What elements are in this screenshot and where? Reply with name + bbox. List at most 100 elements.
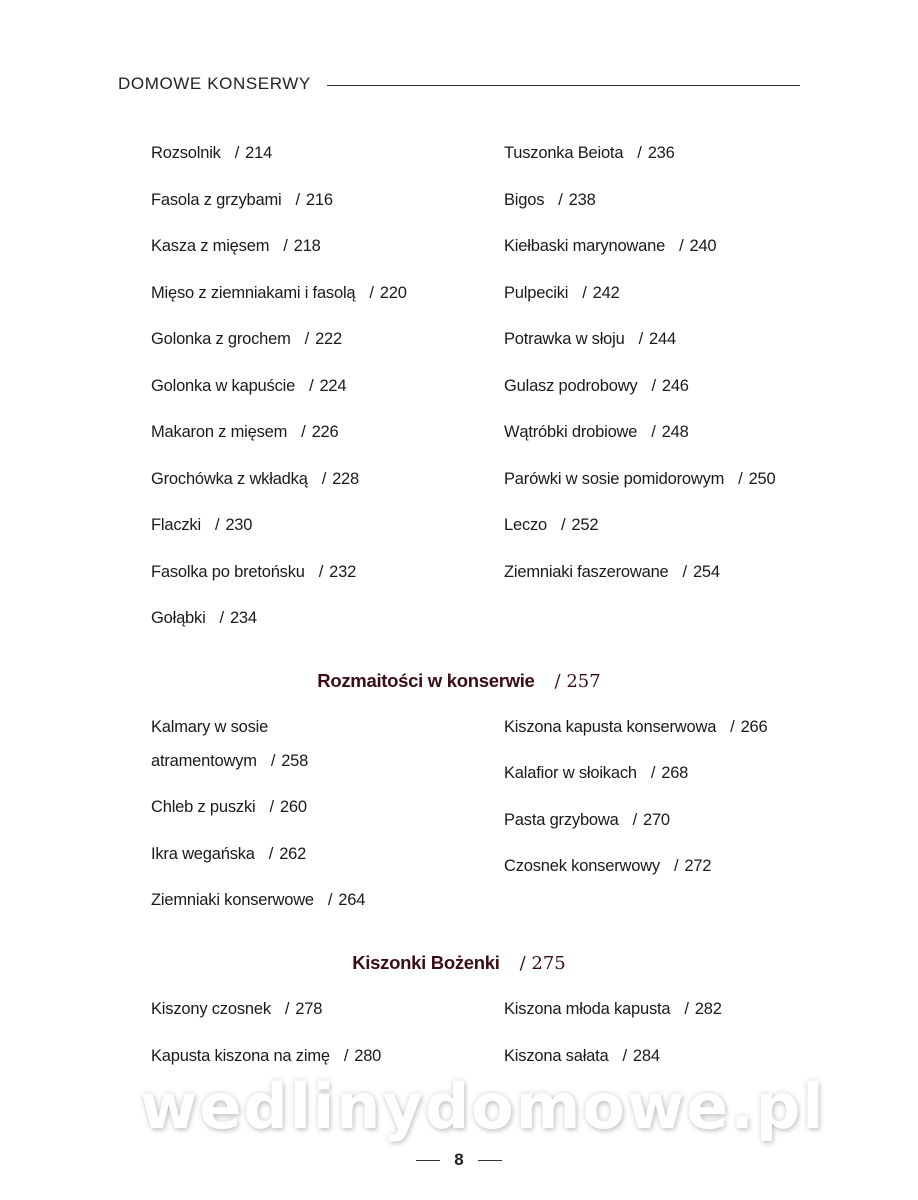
toc-entry: atramentowym/258	[151, 751, 308, 771]
dash-right	[477, 1160, 502, 1162]
entry-page: /228	[321, 469, 360, 488]
entry-page: /284	[622, 1046, 661, 1065]
entry-page: /244	[638, 330, 677, 348]
entry-page-number: 254	[692, 562, 720, 581]
entry-title: Bigos	[504, 190, 545, 209]
entry-page: /252	[561, 516, 599, 534]
entry-page-number: 258	[281, 752, 309, 770]
entry-title: Chleb z puszki	[151, 798, 256, 817]
dash-left	[416, 1160, 441, 1162]
entry-title: Rozsolnik	[151, 144, 221, 162]
entry-page-number: 280	[354, 1046, 382, 1065]
toc-entry: Fasolka po bretońsku/232	[151, 562, 356, 582]
toc-entry: Czosnek konserwowy/272	[504, 856, 711, 876]
entry-page-number: 216	[305, 190, 333, 209]
entry-page-number: 230	[225, 516, 253, 534]
entry-page: /282	[684, 1000, 722, 1018]
entry-title: Golonka z grochem	[151, 330, 291, 348]
entry-page-number: 244	[649, 330, 676, 348]
entry-page-number: 252	[571, 516, 599, 534]
entry-title: Kiszona młoda kapusta	[504, 1000, 671, 1018]
entry-title: Wątróbki drobiowe	[504, 423, 638, 441]
entry-page-number: 246	[661, 376, 689, 395]
section-page: / 257	[554, 671, 601, 692]
toc-entry: Wątróbki drobiowe/248	[504, 422, 689, 442]
entry-page: /254	[682, 562, 721, 581]
entry-title: Gulasz podrobowy	[504, 376, 638, 395]
entry-page-number: 260	[279, 798, 307, 817]
entry-title: Ziemniaki konserwowe	[151, 891, 314, 910]
entry-page: /250	[738, 469, 776, 488]
toc-entry: Kiszona sałata/284	[504, 1046, 660, 1066]
entry-page: /266	[730, 718, 768, 736]
entry-page: /264	[327, 891, 366, 910]
page-number: 8	[0, 1150, 918, 1170]
entry-title: Grochówka z wkładką	[151, 469, 308, 488]
entry-title: Makaron z mięsem	[151, 423, 288, 441]
toc-entry: Kasza z mięsem/218	[151, 236, 321, 256]
entry-title: Tuszonka Beiota	[504, 144, 624, 162]
section-heading-kiszonki: Kiszonki Bożenki / 275	[0, 951, 918, 976]
entry-title: Kiszona sałata	[504, 1046, 609, 1065]
entry-page: /278	[284, 1000, 323, 1018]
entry-page-number: 236	[647, 144, 675, 162]
entry-page-number: 222	[315, 330, 342, 348]
entry-page: /224	[309, 376, 347, 395]
toc-entry: Kapusta kiszona na zimę/280	[151, 1046, 381, 1066]
entry-title: Kasza z mięsem	[151, 237, 270, 255]
entry-page-number: 266	[740, 718, 768, 736]
toc-entry: Fasola z grzybami/216	[151, 190, 333, 210]
entry-page-number: 240	[689, 237, 717, 255]
entry-page: /214	[234, 144, 273, 162]
toc-entry: Kalafior w słoikach/268	[504, 763, 688, 783]
entry-page-number: 238	[568, 190, 596, 209]
toc-entry: Leczo/252	[504, 515, 599, 535]
section-title: Kiszonki Bożenki	[352, 952, 500, 973]
entry-page: /248	[651, 423, 689, 441]
entry-page: /242	[582, 283, 620, 302]
running-header: DOMOWE KONSERWY	[118, 74, 311, 93]
toc-entry: Pasta grzybowa/270	[504, 810, 670, 830]
entry-page: /232	[318, 562, 357, 581]
entry-title: Gołąbki	[151, 609, 206, 627]
section-heading-rozmaitosci: Rozmaitości w konserwie / 257	[0, 669, 918, 694]
entry-page: /238	[558, 190, 596, 209]
toc-entry: Kiszona młoda kapusta/282	[504, 999, 722, 1019]
toc-entry: Gulasz podrobowy/246	[504, 376, 689, 396]
entry-title: Parówki w sosie pomidorowym	[504, 469, 725, 488]
entry-page: /240	[679, 237, 717, 255]
entry-page-number: 214	[245, 144, 273, 162]
entry-page-number: 262	[279, 844, 307, 863]
entry-title: Mięso z ziemniakami i fasolą	[151, 283, 356, 302]
entry-title: Kiełbaski marynowane	[504, 237, 666, 255]
entry-page-number: 270	[642, 810, 670, 829]
toc-entry: Makaron z mięsem/226	[151, 422, 339, 442]
entry-page: /234	[219, 609, 258, 627]
entry-page-number: 250	[748, 469, 776, 488]
entry-page-number: 220	[379, 283, 407, 302]
toc-entry: Mięso z ziemniakami i fasolą/220	[151, 283, 407, 303]
entry-page-number: 284	[632, 1046, 660, 1065]
toc-entry: Kiszona kapusta konserwowa/266	[504, 717, 768, 737]
entry-page-number: 264	[338, 891, 366, 910]
entry-title: Fasola z grzybami	[151, 190, 282, 209]
entry-page: /216	[295, 190, 333, 209]
entry-page: /236	[637, 144, 675, 162]
entry-page: /218	[283, 237, 321, 255]
entry-title: Kiszony czosnek	[151, 1000, 271, 1018]
toc-entry: Kiszony czosnek/278	[151, 999, 322, 1019]
section-page: / 275	[519, 953, 566, 974]
entry-page: /258	[270, 752, 309, 770]
entry-title: Leczo	[504, 516, 548, 534]
toc-entry: Ziemniaki faszerowane/254	[504, 562, 720, 582]
toc-entry: Kiełbaski marynowane/240	[504, 236, 717, 256]
toc-entry: Grochówka z wkładką/228	[151, 469, 359, 489]
toc-entry: Pulpeciki/242	[504, 283, 620, 303]
toc-entry: Chleb z puszki/260	[151, 797, 307, 817]
entry-page: /222	[304, 330, 343, 348]
toc-entry: Potrawka w słoju/244	[504, 329, 676, 349]
toc-entry: Golonka w kapuście/224	[151, 376, 347, 396]
entry-title: Golonka w kapuście	[151, 376, 296, 395]
entry-page: /262	[268, 844, 307, 863]
entry-page-number: 278	[295, 1000, 323, 1018]
